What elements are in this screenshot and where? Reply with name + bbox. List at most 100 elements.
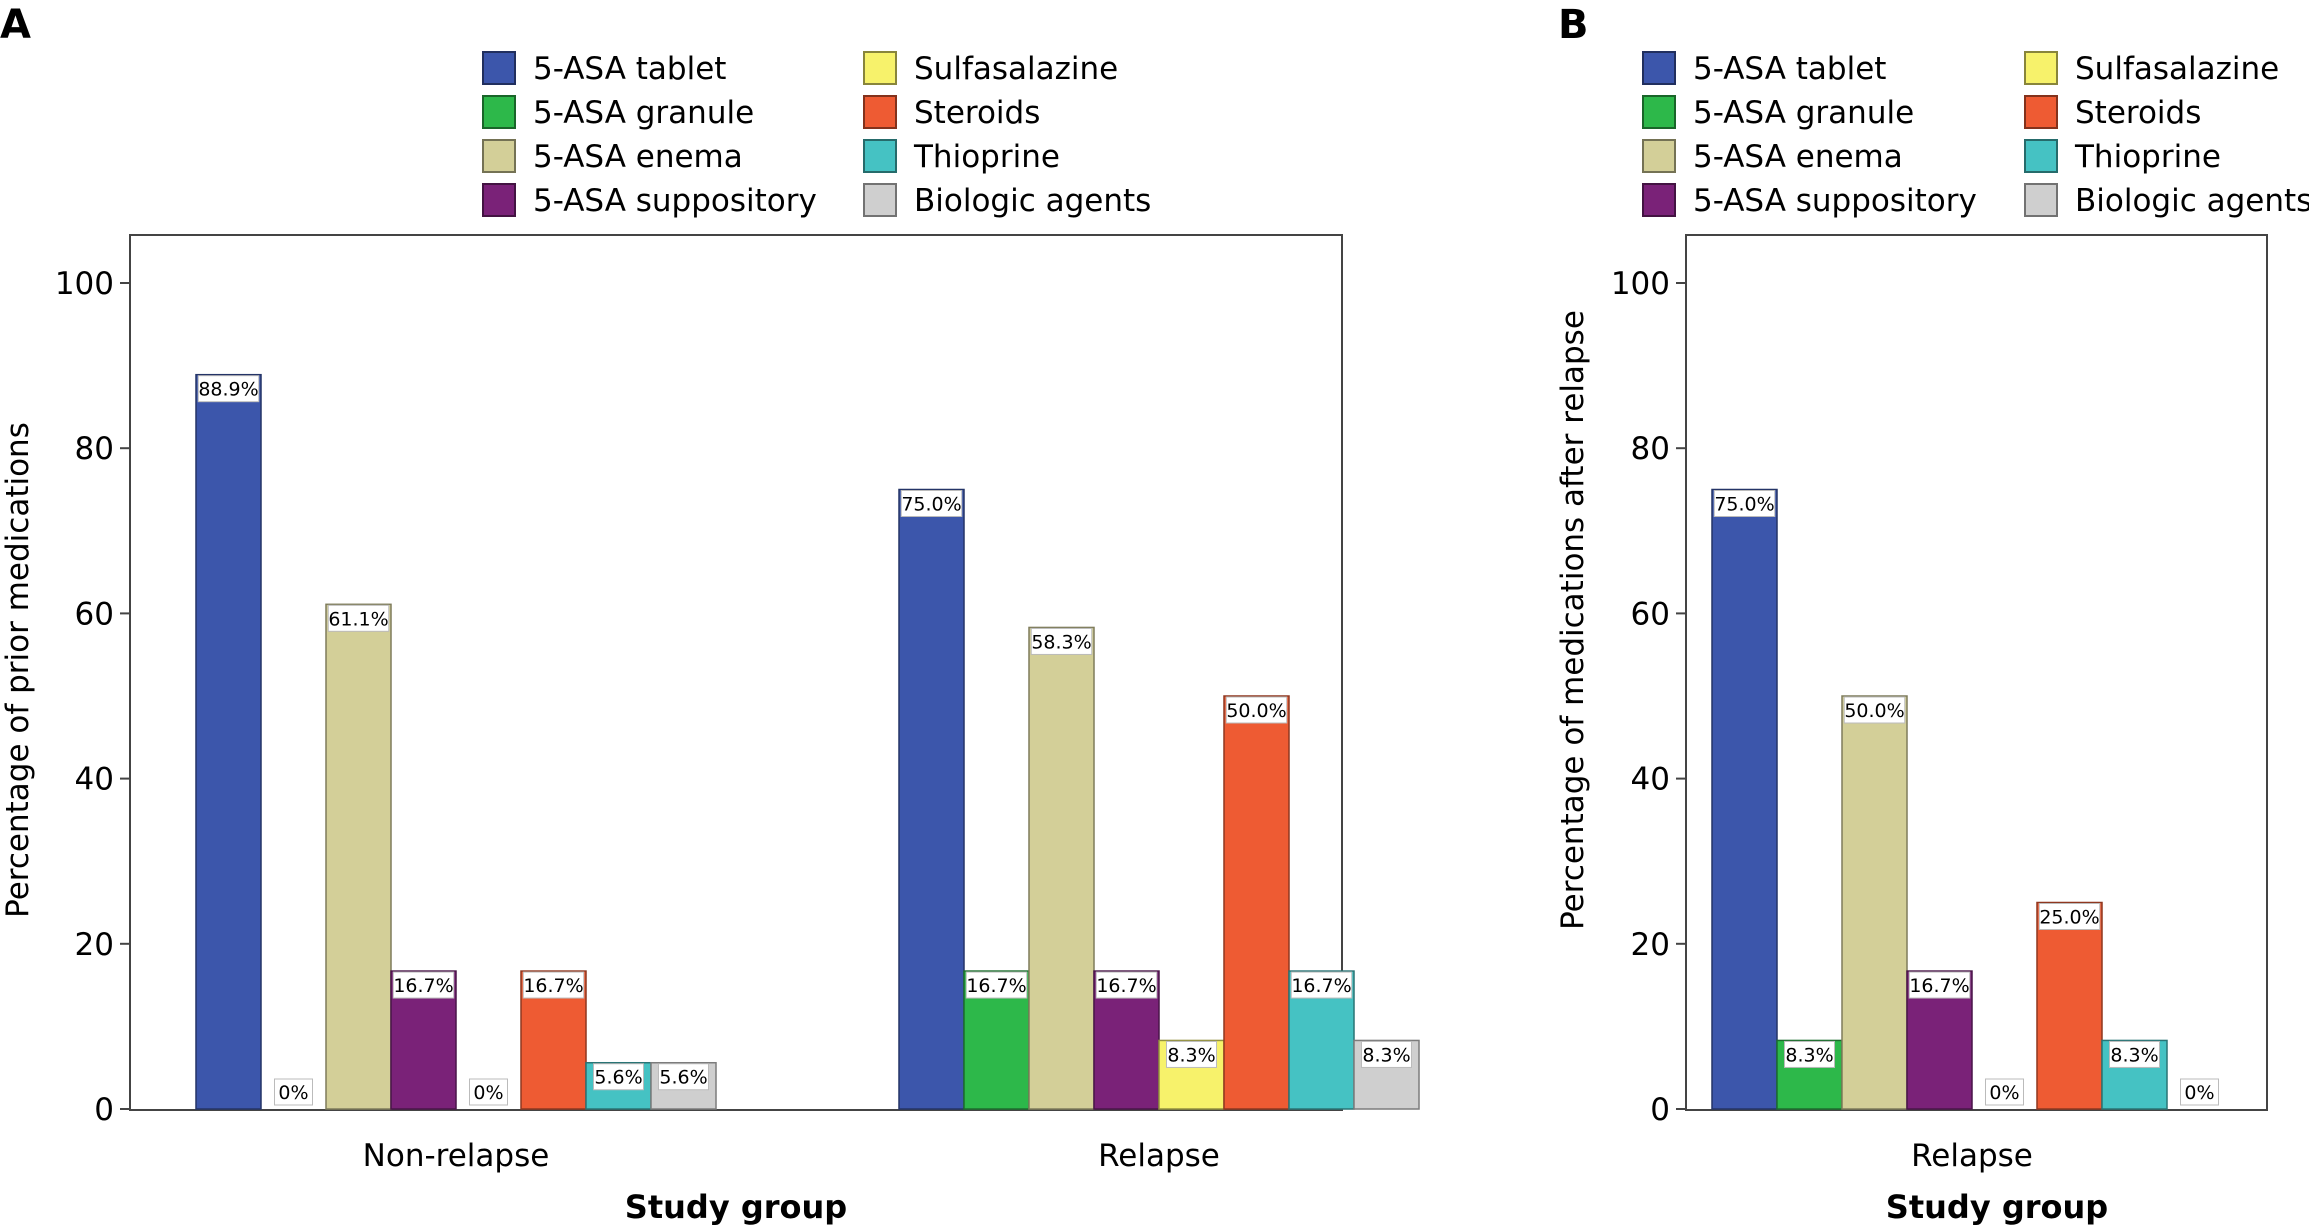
data-label: 25.0% bbox=[2039, 907, 2099, 929]
y-tick-label: 60 bbox=[1631, 596, 1670, 632]
data-label: 8.3% bbox=[2110, 1044, 2158, 1066]
legend-swatch bbox=[2024, 183, 2058, 217]
y-tick-label: 0 bbox=[1650, 1092, 1670, 1128]
legend-label: Thioprine bbox=[2074, 139, 2221, 175]
bar bbox=[1841, 695, 1908, 1110]
data-label-box bbox=[522, 971, 585, 999]
data-label-box bbox=[1843, 696, 1906, 724]
plot-area-b bbox=[1685, 234, 2268, 1111]
legend-item: 5-ASA granule bbox=[482, 95, 754, 131]
legend-swatch bbox=[482, 95, 516, 129]
bar bbox=[1711, 488, 1778, 1110]
legend-label: 5-ASA enema bbox=[1693, 139, 1903, 175]
bar bbox=[898, 488, 965, 1110]
data-label: 16.7% bbox=[966, 975, 1026, 997]
legend-item: Steroids bbox=[863, 95, 1040, 131]
data-label: 8.3% bbox=[1362, 1044, 1410, 1066]
data-label-box bbox=[1784, 1040, 1835, 1068]
data-label: 75.0% bbox=[1714, 494, 1774, 516]
legend-swatch bbox=[2024, 139, 2058, 173]
legend-item: Sulfasalazine bbox=[863, 51, 1118, 87]
data-label: 16.7% bbox=[1291, 975, 1351, 997]
legend-item: Thioprine bbox=[863, 139, 1060, 175]
data-label: 16.7% bbox=[1909, 975, 1969, 997]
data-label-box bbox=[2109, 1040, 2160, 1068]
x-axis-title-b: Study group bbox=[1886, 1188, 2108, 1226]
legend-swatch bbox=[482, 139, 516, 173]
legend-label: Thioprine bbox=[913, 139, 1060, 175]
data-label: 88.9% bbox=[198, 379, 258, 401]
legend-item: Biologic agents bbox=[863, 183, 1151, 219]
data-label-box bbox=[1225, 696, 1288, 724]
data-label: 16.7% bbox=[393, 975, 453, 997]
data-label-box bbox=[2180, 1078, 2219, 1106]
data-label-box bbox=[965, 971, 1028, 999]
x-tick-labels-a: Non-relapse Relapse bbox=[363, 1138, 1220, 1174]
legend-label: Sulfasalazine bbox=[2075, 51, 2279, 87]
data-label: 5.6% bbox=[659, 1067, 707, 1089]
legend-label: 5-ASA granule bbox=[533, 95, 754, 131]
data-label: 58.3% bbox=[1031, 631, 1091, 653]
data-label-box bbox=[1985, 1078, 2024, 1106]
legend-swatch bbox=[2024, 95, 2058, 129]
data-label-box bbox=[593, 1063, 644, 1091]
x-tick-label: Relapse bbox=[1911, 1138, 2033, 1174]
y-axis-b: 0 20 40 60 80 100 bbox=[1611, 266, 1686, 1128]
legend-item: Thioprine bbox=[2024, 139, 2221, 175]
y-tick-label: 100 bbox=[1611, 266, 1670, 302]
data-label: 0% bbox=[473, 1082, 503, 1104]
legend-item: 5-ASA tablet bbox=[482, 51, 726, 87]
x-axis-title-a: Study group bbox=[625, 1188, 847, 1226]
legend-swatch bbox=[2024, 51, 2058, 85]
y-tick-label: 20 bbox=[1631, 927, 1670, 963]
data-label-box bbox=[469, 1078, 508, 1106]
data-label: 75.0% bbox=[901, 494, 961, 516]
data-label-box bbox=[1361, 1040, 1412, 1068]
legend-swatch bbox=[482, 183, 516, 217]
legend-label: 5-ASA suppository bbox=[1693, 183, 1977, 219]
data-label-box bbox=[1908, 971, 1971, 999]
legend-item: Steroids bbox=[2024, 95, 2201, 131]
data-label: 50.0% bbox=[1844, 700, 1904, 722]
data-label-box bbox=[1030, 627, 1093, 655]
data-label: 16.7% bbox=[1096, 975, 1156, 997]
legend-swatch bbox=[863, 139, 897, 173]
legend-item: 5-ASA tablet bbox=[1642, 51, 1886, 87]
data-label-box bbox=[900, 490, 963, 517]
y-tick-label: 80 bbox=[1631, 431, 1670, 467]
legend-b: 5-ASA tablet 5-ASA granule 5-ASA enema 5-AS… bbox=[1642, 51, 2309, 219]
data-label: 5.6% bbox=[594, 1067, 642, 1089]
legend-item: Sulfasalazine bbox=[2024, 51, 2279, 87]
panel-b-label: B bbox=[1558, 2, 1589, 48]
data-label: 8.3% bbox=[1167, 1044, 1215, 1066]
legend-item: 5-ASA enema bbox=[482, 139, 743, 175]
y-tick-label: 100 bbox=[55, 266, 114, 302]
legend-swatch bbox=[1642, 51, 1676, 85]
legend-label: Steroids bbox=[914, 95, 1040, 131]
data-label-box bbox=[197, 375, 260, 403]
legend-label: 5-ASA tablet bbox=[533, 51, 726, 87]
legend-item: 5-ASA suppository bbox=[1642, 183, 1977, 219]
y-axis-a: 0 20 40 60 80 100 bbox=[55, 266, 130, 1128]
legend-label: 5-ASA enema bbox=[533, 139, 743, 175]
legend-item: Biologic agents bbox=[2024, 183, 2309, 219]
data-label: 0% bbox=[278, 1082, 308, 1104]
legend-swatch bbox=[1642, 183, 1676, 217]
data-label-box bbox=[274, 1078, 313, 1106]
legend-item: 5-ASA enema bbox=[1642, 139, 1903, 175]
data-label-box bbox=[392, 971, 455, 999]
legend-swatch bbox=[482, 51, 516, 85]
legend-swatch bbox=[1642, 95, 1676, 129]
y-tick-label: 40 bbox=[75, 762, 114, 798]
x-tick-label: Non-relapse bbox=[363, 1138, 550, 1174]
y-tick-label: 80 bbox=[75, 431, 114, 467]
data-label-box bbox=[1713, 490, 1776, 517]
data-label-box bbox=[327, 604, 390, 632]
data-label: 0% bbox=[2184, 1082, 2214, 1104]
legend-label: 5-ASA tablet bbox=[1693, 51, 1886, 87]
data-label: 16.7% bbox=[523, 975, 583, 997]
y-axis-title-b: Percentage of medications after relapse bbox=[1555, 310, 1591, 930]
legend-item: 5-ASA suppository bbox=[482, 183, 817, 219]
